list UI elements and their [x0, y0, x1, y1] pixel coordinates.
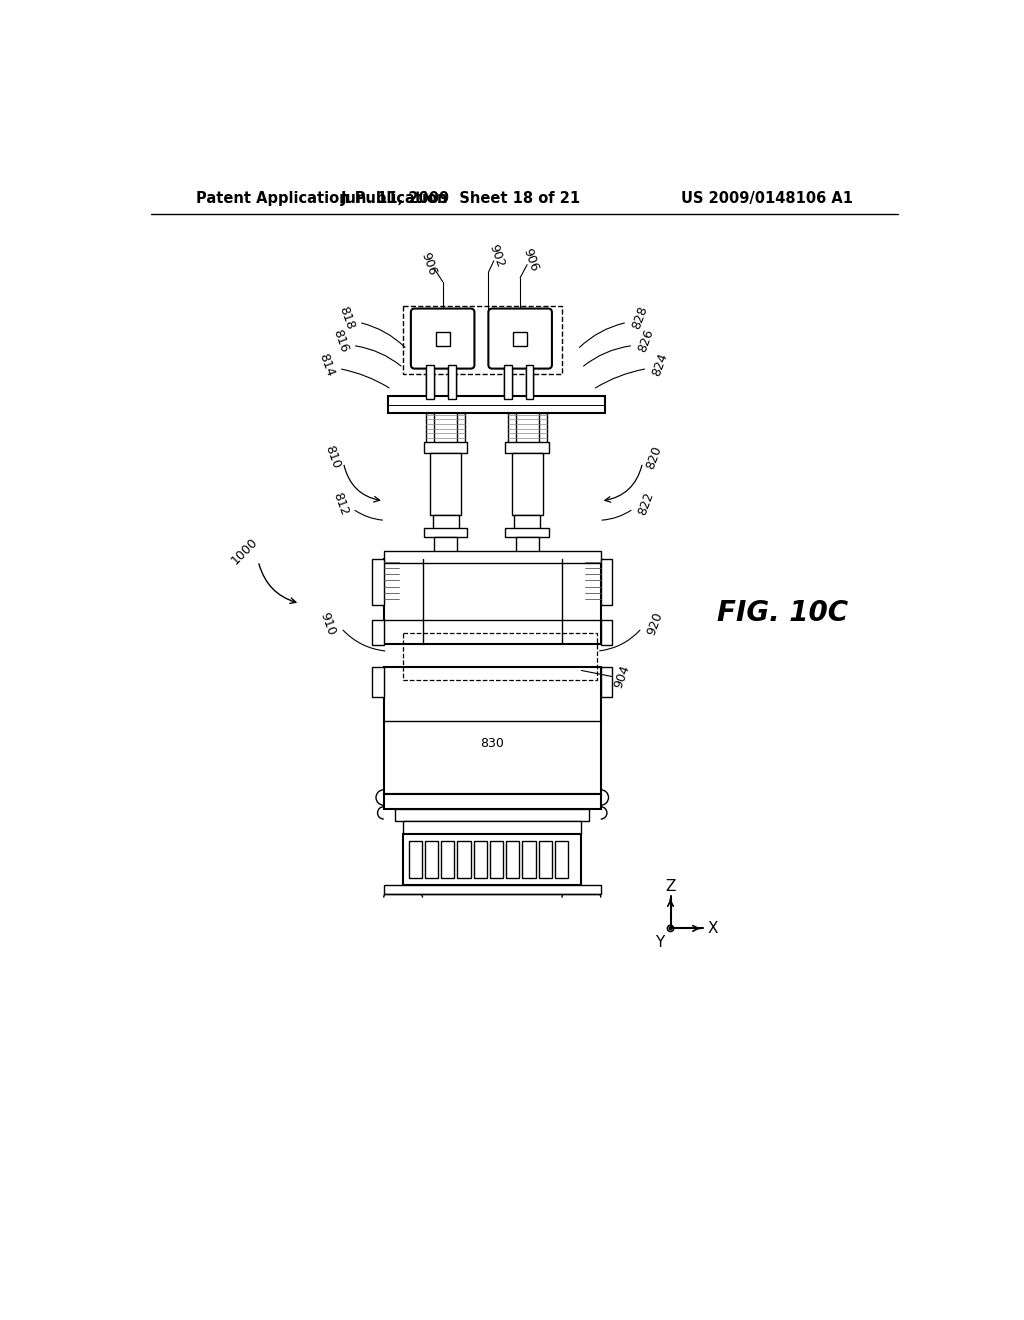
- Text: 822: 822: [636, 491, 655, 517]
- Bar: [434, 537, 458, 560]
- Bar: [474, 841, 486, 878]
- Bar: [372, 558, 384, 605]
- Bar: [508, 412, 515, 451]
- Bar: [512, 453, 543, 515]
- Bar: [489, 841, 503, 878]
- Circle shape: [670, 927, 672, 929]
- Bar: [441, 841, 455, 878]
- Bar: [525, 364, 534, 400]
- Bar: [426, 412, 434, 451]
- Text: 820: 820: [643, 444, 664, 471]
- Text: Y: Y: [655, 935, 665, 950]
- Bar: [449, 364, 456, 400]
- Bar: [384, 552, 601, 562]
- Bar: [403, 306, 562, 374]
- Text: 1000: 1000: [228, 535, 260, 568]
- Text: 816: 816: [330, 327, 350, 354]
- Bar: [384, 667, 601, 793]
- Bar: [384, 884, 601, 894]
- Bar: [432, 515, 459, 531]
- Bar: [506, 442, 549, 453]
- Bar: [426, 364, 434, 400]
- Text: 906: 906: [419, 251, 439, 277]
- Text: 826: 826: [636, 327, 655, 354]
- Bar: [458, 841, 471, 878]
- Bar: [506, 841, 519, 878]
- Text: 904: 904: [612, 663, 633, 690]
- Text: 818: 818: [336, 305, 356, 331]
- Bar: [435, 331, 450, 346]
- Text: 810: 810: [323, 444, 343, 471]
- Bar: [601, 558, 612, 605]
- Bar: [555, 841, 568, 878]
- Bar: [514, 515, 541, 531]
- Bar: [388, 396, 604, 412]
- Text: 812: 812: [330, 491, 350, 517]
- Bar: [403, 834, 582, 884]
- Text: 830: 830: [480, 737, 504, 750]
- Text: 902: 902: [486, 243, 506, 269]
- Text: FIG. 10C: FIG. 10C: [717, 599, 848, 627]
- Bar: [403, 634, 597, 680]
- Bar: [372, 667, 384, 697]
- Bar: [601, 620, 612, 645]
- Bar: [395, 809, 589, 821]
- Text: 920: 920: [645, 610, 666, 636]
- Text: 814: 814: [316, 351, 337, 378]
- Bar: [425, 841, 438, 878]
- Text: 906: 906: [521, 247, 541, 273]
- Bar: [506, 528, 549, 537]
- Bar: [515, 537, 539, 560]
- Text: X: X: [708, 921, 718, 936]
- Bar: [403, 821, 582, 834]
- Bar: [384, 793, 601, 809]
- Bar: [539, 841, 552, 878]
- Bar: [372, 620, 384, 645]
- Bar: [424, 442, 467, 453]
- Bar: [458, 412, 465, 451]
- Bar: [522, 841, 536, 878]
- FancyBboxPatch shape: [411, 309, 474, 368]
- Text: Patent Application Publication: Patent Application Publication: [197, 191, 447, 206]
- Text: 828: 828: [630, 305, 649, 331]
- Text: Jun. 11, 2009  Sheet 18 of 21: Jun. 11, 2009 Sheet 18 of 21: [341, 191, 582, 206]
- Bar: [539, 412, 547, 451]
- Bar: [504, 364, 512, 400]
- Text: US 2009/0148106 A1: US 2009/0148106 A1: [681, 191, 853, 206]
- Bar: [513, 331, 527, 346]
- Text: 824: 824: [649, 351, 670, 378]
- Bar: [601, 667, 612, 697]
- Bar: [409, 841, 422, 878]
- FancyBboxPatch shape: [488, 309, 552, 368]
- Text: Z: Z: [666, 879, 676, 895]
- Text: 910: 910: [317, 610, 338, 636]
- Bar: [430, 453, 461, 515]
- Bar: [384, 558, 601, 644]
- Bar: [424, 528, 467, 537]
